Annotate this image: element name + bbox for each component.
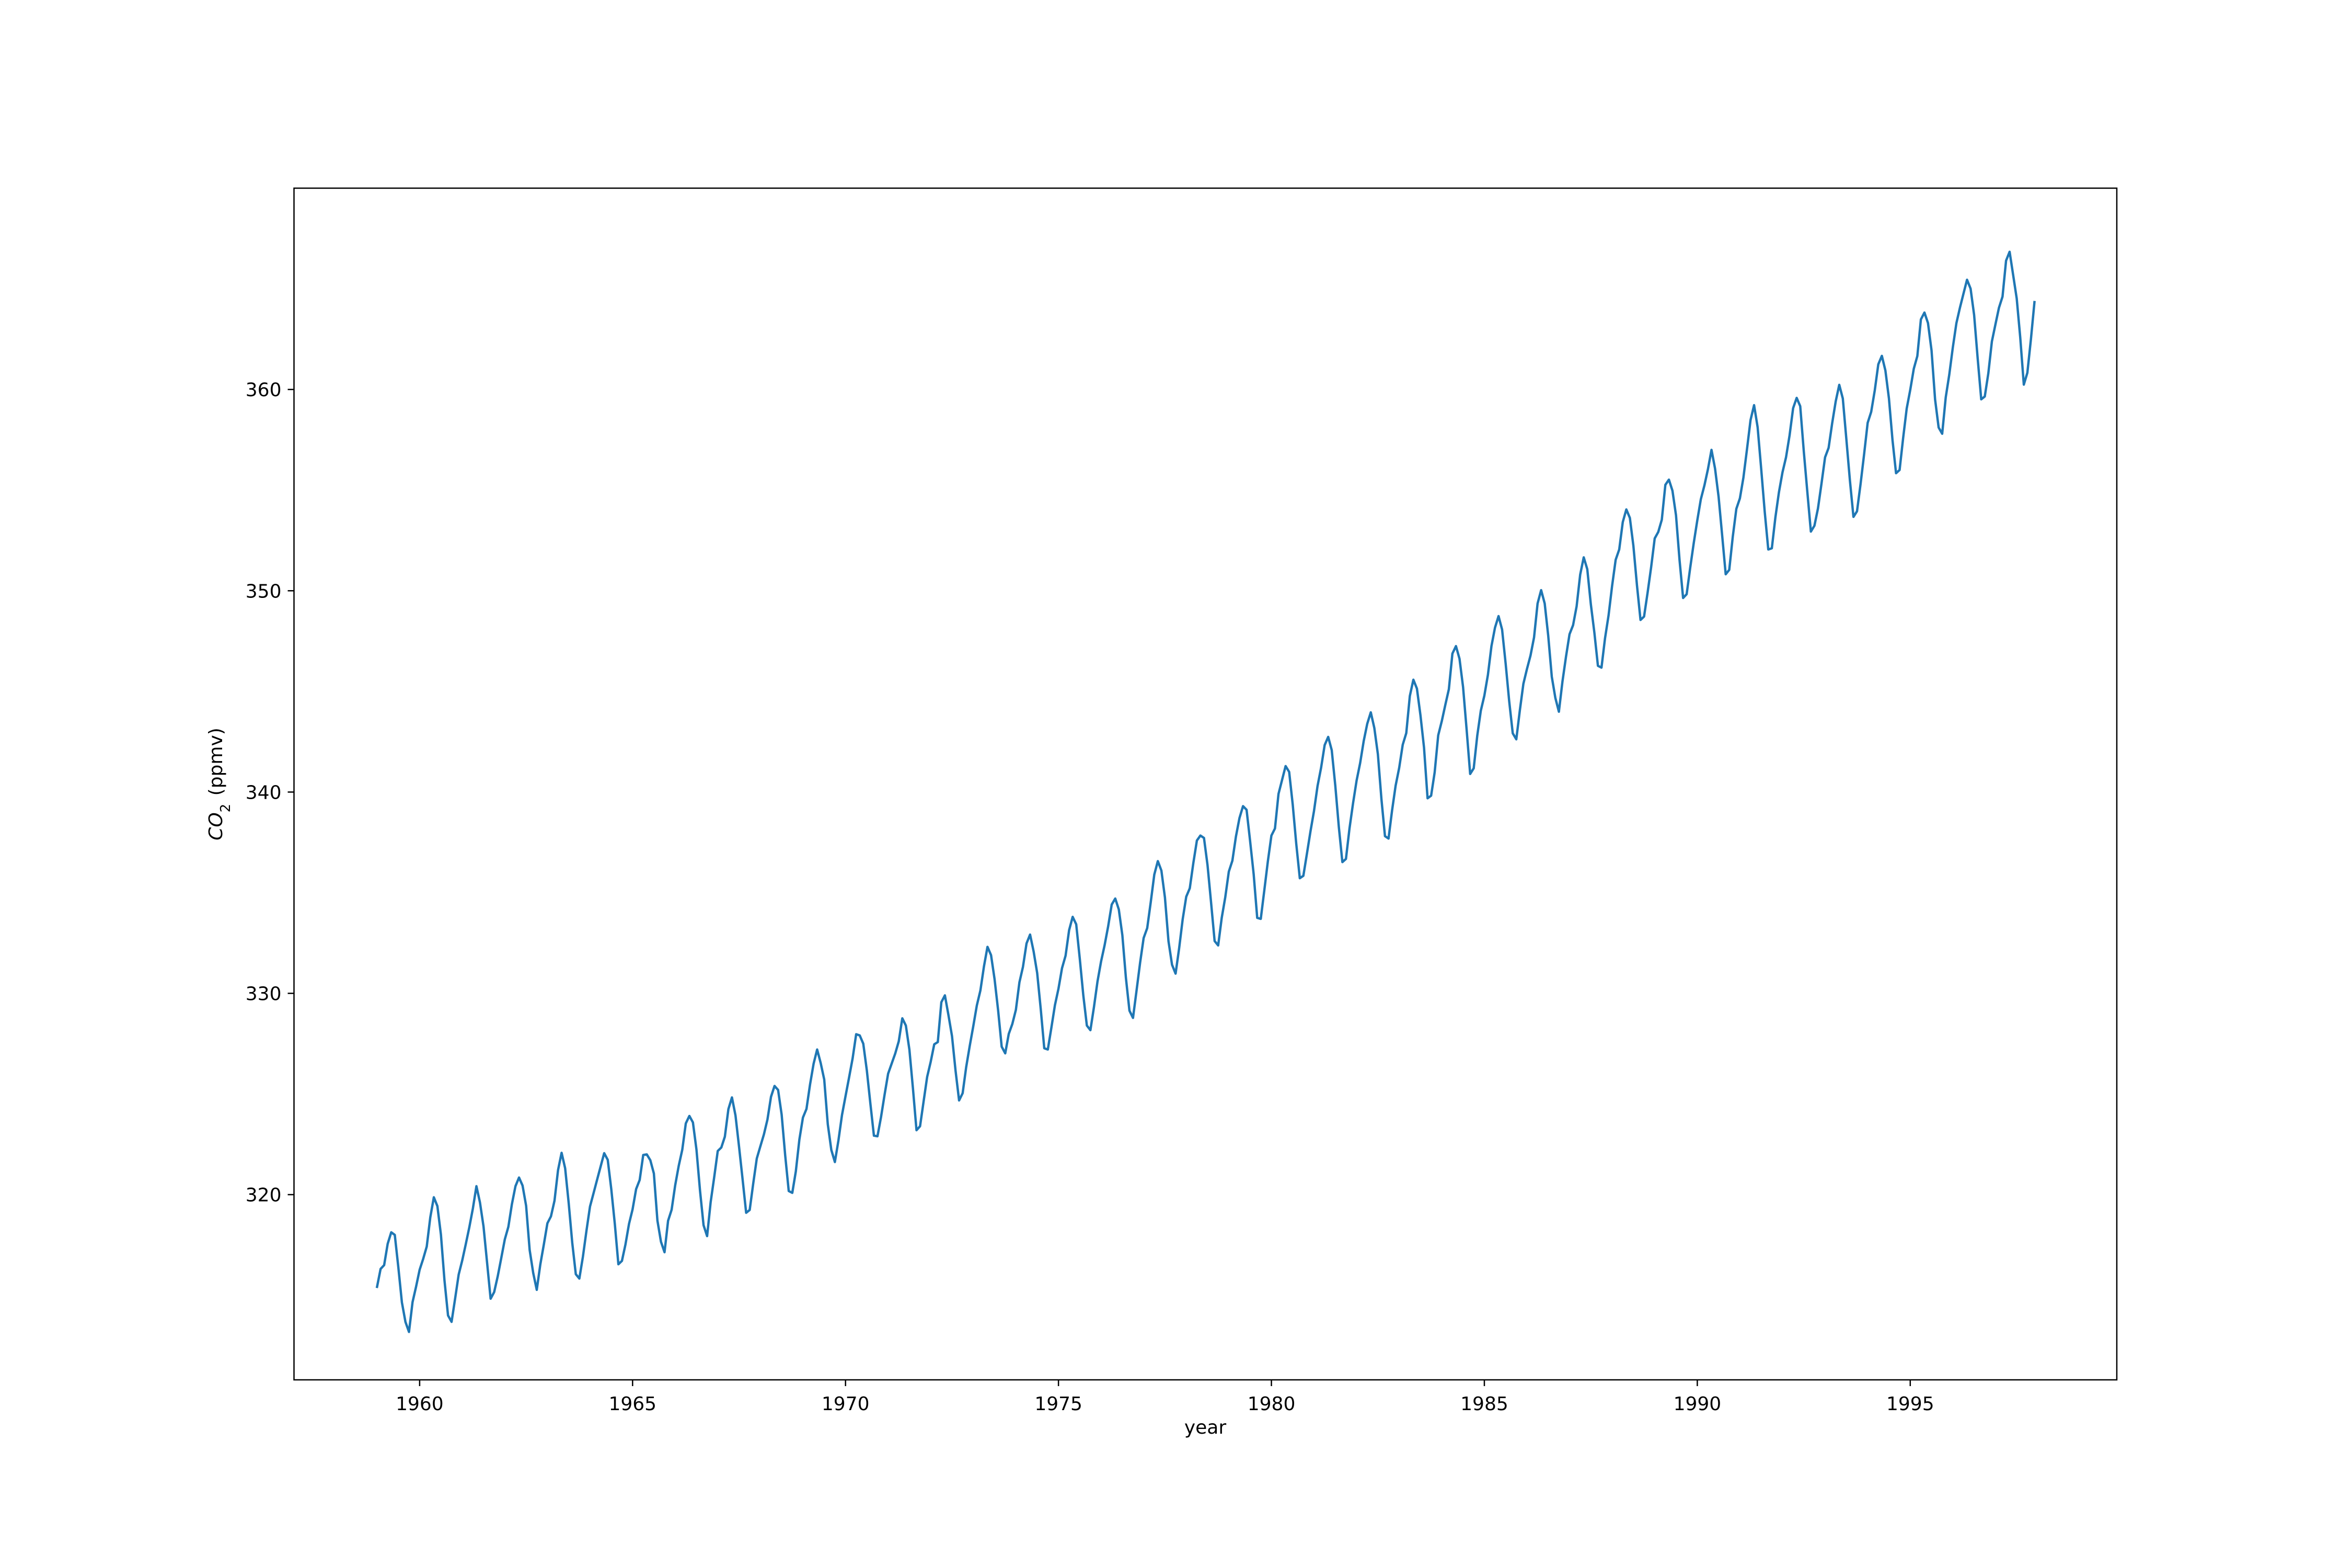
x-tick-label: 1995	[1886, 1393, 1934, 1415]
y-tick-label: 330	[246, 984, 282, 1005]
x-tick-label: 1965	[608, 1393, 656, 1415]
x-tick-label: 1960	[396, 1393, 444, 1415]
x-axis-label: year	[1184, 1417, 1227, 1438]
x-axis: 1960 1965 1970 1975 1980 1985 1990 1995	[396, 1380, 1934, 1415]
plot-frame	[293, 187, 2118, 1381]
y-axis-label-main: CO	[205, 812, 227, 840]
x-tick-label: 1975	[1034, 1393, 1082, 1415]
x-tick-label: 1990	[1674, 1393, 1722, 1415]
y-tick-label: 350	[246, 581, 282, 602]
y-tick-label: 320	[246, 1185, 282, 1206]
y-tick-label: 360	[246, 379, 282, 401]
y-axis-label-unit: (ppmv)	[205, 728, 227, 802]
y-axis-label-subscript: 2	[218, 804, 234, 813]
y-axis-label: CO2 (ppmv)	[205, 728, 234, 840]
x-tick-label: 1980	[1248, 1393, 1296, 1415]
x-tick-label: 1970	[822, 1393, 870, 1415]
x-tick-label: 1985	[1460, 1393, 1508, 1415]
co2-series-line	[375, 250, 2036, 1333]
y-tick-label: 340	[246, 782, 282, 803]
y-axis: 320 330 340 350 360	[246, 379, 294, 1206]
